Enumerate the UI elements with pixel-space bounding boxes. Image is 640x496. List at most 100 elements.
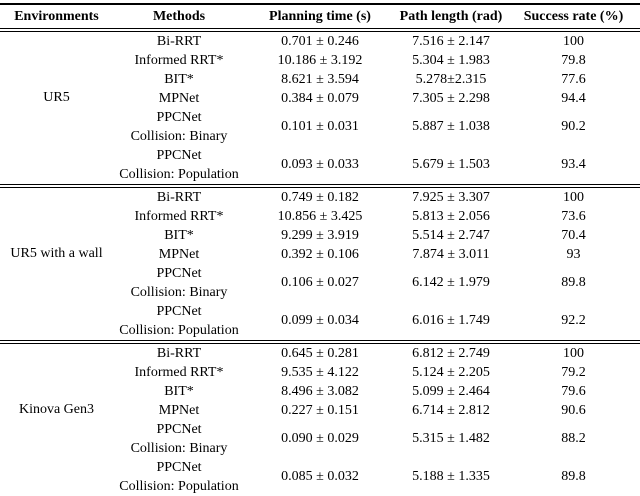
method-cell: Bi-RRT — [113, 30, 245, 51]
success-rate-cell: 92.2 — [561, 313, 586, 328]
success-rate-cell: 79.8 — [561, 52, 586, 68]
table-row: BIT* 8.496 ± 3.082 5.099 ± 2.464 79.6 — [0, 382, 640, 401]
method-label: Collision: Binary — [130, 285, 228, 300]
method-cell: BIT* — [113, 226, 245, 245]
success-rate-cell: 93 — [566, 246, 581, 262]
column-header-methods: Methods — [152, 8, 206, 24]
method-cell: PPCNet Collision: Binary — [113, 108, 245, 146]
method-label: PPCNet — [156, 266, 202, 281]
table-row: MPNet 0.227 ± 0.151 6.714 ± 2.812 90.6 — [0, 401, 640, 420]
path-length-cell: 6.714 ± 2.812 — [412, 402, 490, 418]
method-cell: Bi-RRT — [113, 186, 245, 207]
column-header-path_length: Path length (rad) — [399, 8, 503, 24]
success-rate-cell: 89.8 — [561, 469, 586, 484]
success-rate-cell: 70.4 — [561, 227, 586, 243]
path-length-cell: 5.099 ± 2.464 — [412, 383, 490, 399]
planning-time-cell: 0.101 ± 0.031 — [281, 119, 359, 134]
environment-section: UR5 Bi-RRT 0.701 ± 0.246 7.516 ± 2.147 100 In… — [0, 30, 640, 186]
method-cell: PPCNet Collision: Population — [113, 146, 245, 186]
table-row: PPCNet Collision: Binary 0.090 ± 0.029 5.31… — [0, 420, 640, 458]
method-label: Bi-RRT — [156, 346, 202, 361]
success-rate-cell: 88.2 — [561, 431, 586, 446]
table-row: MPNet 0.384 ± 0.079 7.305 ± 2.298 94.4 — [0, 89, 640, 108]
environment-label: Kinova Gen3 — [18, 402, 95, 417]
table-row: PPCNet Collision: Binary 0.106 ± 0.027 6.14… — [0, 264, 640, 302]
method-label: MPNet — [158, 91, 200, 106]
planning-time-cell: 0.701 ± 0.246 — [281, 33, 359, 49]
method-label: Collision: Population — [119, 479, 239, 494]
path-length-cell: 5.514 ± 2.747 — [412, 227, 490, 243]
planning-time-cell: 0.749 ± 0.182 — [281, 189, 359, 205]
method-cell: MPNet — [113, 245, 245, 264]
method-cell: BIT* — [113, 382, 245, 401]
environment-section: Kinova Gen3 Bi-RRT 0.645 ± 0.281 6.812 ± 2.… — [0, 342, 640, 496]
table-row: Kinova Gen3 Bi-RRT 0.645 ± 0.281 6.812 ± 2.… — [0, 342, 640, 418]
column-header-success_rate: Success rate (%) — [523, 8, 624, 24]
method-label: Informed RRT* — [134, 365, 224, 380]
method-cell: BIT* — [113, 70, 245, 89]
planning-time-cell: 0.392 ± 0.106 — [281, 246, 359, 262]
table-header: Environments Methods Planning time (s) Path… — [0, 4, 640, 30]
method-label: Bi-RRT — [156, 34, 202, 49]
table-row: UR5 with a wall Bi-RRT 0.749 ± 0.182 7.925 … — [0, 186, 640, 262]
path-length-cell: 6.016 ± 1.749 — [412, 313, 490, 328]
table-row: PPCNet Collision: Population 0.093 ± 0.033… — [0, 146, 640, 186]
planning-time-cell: 0.227 ± 0.151 — [281, 402, 359, 418]
path-length-cell: 7.516 ± 2.147 — [412, 33, 490, 49]
success-rate-cell: 77.6 — [561, 71, 586, 87]
method-label: PPCNet — [156, 148, 202, 163]
environment-cell: UR5 with a wall — [0, 186, 113, 342]
environment-cell: UR5 — [0, 30, 113, 186]
method-cell: MPNet — [113, 401, 245, 420]
planning-time-cell: 9.299 ± 3.919 — [281, 227, 359, 243]
path-length-cell: 7.305 ± 2.298 — [412, 90, 490, 106]
method-label: Collision: Binary — [130, 129, 228, 144]
method-cell: PPCNet Collision: Population — [113, 458, 245, 496]
table-row: Informed RRT* 10.856 ± 3.425 5.813 ± 2.056… — [0, 207, 640, 226]
method-cell: Informed RRT* — [113, 207, 245, 226]
path-length-cell: 7.874 ± 3.011 — [412, 246, 490, 262]
success-rate-cell: 89.8 — [561, 275, 586, 290]
table-row: PPCNet Collision: Binary 0.101 ± 0.031 5.88… — [0, 108, 640, 146]
method-label: BIT* — [164, 384, 194, 399]
path-length-cell: 5.887 ± 1.038 — [412, 119, 490, 134]
path-length-cell: 5.188 ± 1.335 — [412, 469, 490, 484]
table-row: BIT* 9.299 ± 3.919 5.514 ± 2.747 70.4 — [0, 226, 640, 245]
planning-time-cell: 0.099 ± 0.034 — [281, 313, 359, 328]
path-length-cell: 6.142 ± 1.979 — [412, 275, 490, 290]
path-length-cell: 5.124 ± 2.205 — [412, 364, 490, 380]
table-row: Informed RRT* 10.186 ± 3.192 5.304 ± 1.983… — [0, 51, 640, 70]
method-cell: Bi-RRT — [113, 342, 245, 363]
method-label: BIT* — [164, 72, 194, 87]
method-cell: Informed RRT* — [113, 51, 245, 70]
planning-time-cell: 0.106 ± 0.027 — [281, 275, 359, 290]
success-rate-cell: 93.4 — [561, 157, 586, 172]
planning-time-cell: 0.645 ± 0.281 — [281, 345, 359, 361]
header-row: Environments Methods Planning time (s) Path… — [0, 4, 640, 30]
method-label: Informed RRT* — [134, 209, 224, 224]
method-label: MPNet — [158, 403, 200, 418]
method-cell: PPCNet Collision: Population — [113, 302, 245, 342]
planning-time-cell: 10.856 ± 3.425 — [277, 208, 363, 224]
success-rate-cell: 90.6 — [561, 402, 586, 418]
path-length-cell: 5.315 ± 1.482 — [412, 431, 490, 446]
method-cell: MPNet — [113, 89, 245, 108]
planning-time-cell: 0.384 ± 0.079 — [281, 90, 359, 106]
environment-section: UR5 with a wall Bi-RRT 0.749 ± 0.182 7.925 … — [0, 186, 640, 342]
method-label: PPCNet — [156, 304, 202, 319]
method-label: Bi-RRT — [156, 190, 202, 205]
table-row: PPCNet Collision: Population 0.099 ± 0.034… — [0, 302, 640, 342]
method-label: BIT* — [164, 228, 194, 243]
method-label: PPCNet — [156, 110, 202, 125]
planning-time-cell: 8.621 ± 3.594 — [281, 71, 359, 87]
table-row: PPCNet Collision: Population 0.085 ± 0.032… — [0, 458, 640, 496]
method-label: Informed RRT* — [134, 53, 224, 68]
path-length-cell: 5.278±2.315 — [415, 71, 487, 87]
success-rate-cell: 79.2 — [561, 364, 586, 380]
table-row: BIT* 8.621 ± 3.594 5.278±2.315 77.6 — [0, 70, 640, 89]
success-rate-cell: 79.6 — [561, 383, 586, 399]
success-rate-cell: 100 — [563, 345, 584, 361]
planning-time-cell: 8.496 ± 3.082 — [281, 383, 359, 399]
environment-label: UR5 with a wall — [10, 246, 103, 261]
